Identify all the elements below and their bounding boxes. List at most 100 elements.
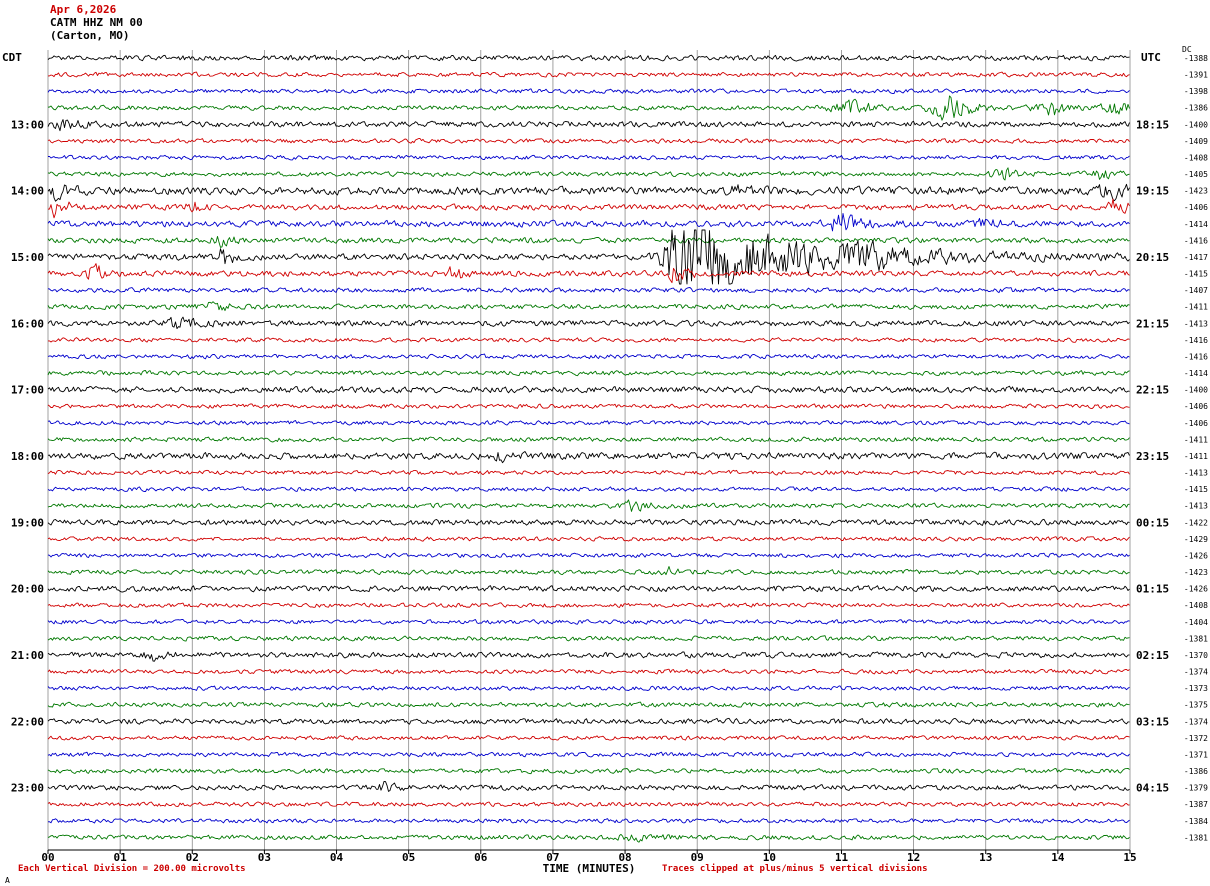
dc-value-label: -1426 xyxy=(1184,585,1208,594)
x-tick-label: 15 xyxy=(1123,851,1136,864)
left-hour-label: 22:00 xyxy=(11,715,44,728)
trace-row-21 xyxy=(47,403,1130,410)
trace-layer xyxy=(47,54,1130,843)
dc-value-label: -1429 xyxy=(1184,535,1208,544)
trace-row-13 xyxy=(47,263,1130,284)
dc-value-label: -1381 xyxy=(1184,634,1208,643)
row-label-layer: -1388 -1391 -1398 -1386 13:00 18:15 -1400 -1409… xyxy=(11,54,1208,842)
right-hour-label: 01:15 xyxy=(1136,583,1169,596)
trace-row-41 xyxy=(47,735,1130,741)
right-hour-label: 20:15 xyxy=(1136,251,1169,264)
dc-value-label: -1379 xyxy=(1184,784,1208,793)
dc-value-label: -1411 xyxy=(1184,303,1208,312)
trace-row-4 xyxy=(47,119,1130,132)
dc-value-label: -1406 xyxy=(1184,419,1208,428)
trace-row-36 xyxy=(47,651,1130,662)
dc-value-label: -1416 xyxy=(1184,352,1208,361)
dc-column-header: DC xyxy=(1182,45,1192,54)
right-hour-label: 18:15 xyxy=(1136,118,1169,131)
trace-row-34 xyxy=(47,619,1130,625)
x-tick-label: 10 xyxy=(763,851,776,864)
trace-row-19 xyxy=(47,370,1130,377)
trace-row-15 xyxy=(47,301,1130,312)
dc-value-label: -1384 xyxy=(1184,817,1208,826)
dc-value-label: -1398 xyxy=(1184,87,1208,96)
right-hour-label: 02:15 xyxy=(1136,649,1169,662)
trace-row-24 xyxy=(47,451,1130,464)
trace-row-45 xyxy=(47,801,1130,808)
watermark-glyph: A xyxy=(5,876,10,885)
left-hour-label: 15:00 xyxy=(11,251,44,264)
right-hour-label: 04:15 xyxy=(1136,782,1169,795)
left-hour-label: 13:00 xyxy=(11,118,44,131)
x-tick-layer: 00 01 02 03 04 05 06 07 08 09 10 11 12 13 14 15 xyxy=(41,851,1136,864)
trace-row-44 xyxy=(47,781,1130,792)
trace-row-40 xyxy=(47,717,1130,725)
dc-value-label: -1386 xyxy=(1184,104,1208,113)
trace-row-26 xyxy=(47,486,1130,493)
dc-value-label: -1413 xyxy=(1184,469,1208,478)
title-date: Apr 6,2026 xyxy=(50,3,117,16)
trace-row-12 xyxy=(47,229,1130,285)
trace-row-27 xyxy=(47,499,1130,512)
title-location: (Carton, MO) xyxy=(50,29,129,42)
trace-row-22 xyxy=(47,420,1130,426)
dc-value-label: -1381 xyxy=(1184,833,1208,842)
dc-value-label: -1413 xyxy=(1184,502,1208,511)
dc-value-label: -1400 xyxy=(1184,386,1208,395)
dc-value-label: -1423 xyxy=(1184,187,1208,196)
dc-value-label: -1387 xyxy=(1184,800,1208,809)
dc-value-label: -1391 xyxy=(1184,71,1208,80)
dc-value-label: -1415 xyxy=(1184,270,1208,279)
x-tick-label: 01 xyxy=(114,851,128,864)
dc-value-label: -1407 xyxy=(1184,286,1208,295)
dc-value-label: -1386 xyxy=(1184,767,1208,776)
left-hour-label: 17:00 xyxy=(11,384,44,397)
dc-value-label: -1371 xyxy=(1184,750,1208,759)
left-hour-label: 23:00 xyxy=(11,782,44,795)
trace-row-7 xyxy=(47,167,1130,181)
dc-value-label: -1375 xyxy=(1184,701,1208,710)
dc-value-label: -1405 xyxy=(1184,170,1208,179)
left-hour-label: 16:00 xyxy=(11,317,44,330)
dc-value-label: -1388 xyxy=(1184,54,1208,63)
trace-row-33 xyxy=(47,602,1130,608)
trace-row-1 xyxy=(48,71,1130,78)
x-tick-label: 12 xyxy=(907,851,920,864)
right-hour-label: 19:15 xyxy=(1136,185,1169,198)
trace-row-43 xyxy=(47,767,1130,775)
x-axis-title: TIME (MINUTES) xyxy=(543,862,636,875)
dc-value-label: -1426 xyxy=(1184,551,1208,560)
x-tick-label: 03 xyxy=(258,851,271,864)
trace-row-11 xyxy=(47,235,1130,248)
x-tick-label: 00 xyxy=(41,851,54,864)
trace-row-30 xyxy=(47,552,1130,559)
x-tick-label: 08 xyxy=(618,851,631,864)
trace-row-37 xyxy=(47,668,1130,675)
trace-row-32 xyxy=(47,585,1130,593)
dc-value-label: -1373 xyxy=(1184,684,1208,693)
dc-value-label: -1423 xyxy=(1184,568,1208,577)
right-hour-label: 22:15 xyxy=(1136,384,1169,397)
dc-value-label: -1416 xyxy=(1184,236,1208,245)
trace-row-46 xyxy=(47,818,1130,824)
dc-value-label: -1404 xyxy=(1184,618,1208,627)
trace-row-38 xyxy=(47,685,1130,691)
dc-value-label: -1408 xyxy=(1184,601,1208,610)
trace-row-16 xyxy=(47,316,1130,330)
dc-value-label: -1416 xyxy=(1184,336,1208,345)
footer-scale-note: Each Vertical Division = 200.00 microvol… xyxy=(18,863,246,874)
x-tick-label: 05 xyxy=(402,851,415,864)
trace-row-28 xyxy=(47,518,1130,526)
left-hour-label: 21:00 xyxy=(11,649,44,662)
trace-row-0 xyxy=(47,54,1130,62)
dc-value-label: -1406 xyxy=(1184,203,1208,212)
footer-clip-note: Traces clipped at plus/minus 5 vertical … xyxy=(662,863,928,874)
trace-row-20 xyxy=(47,385,1130,394)
trace-row-3 xyxy=(47,95,1130,121)
grid-layer xyxy=(47,50,1131,854)
x-tick-label: 04 xyxy=(330,851,344,864)
left-hour-label: 19:00 xyxy=(11,516,44,529)
